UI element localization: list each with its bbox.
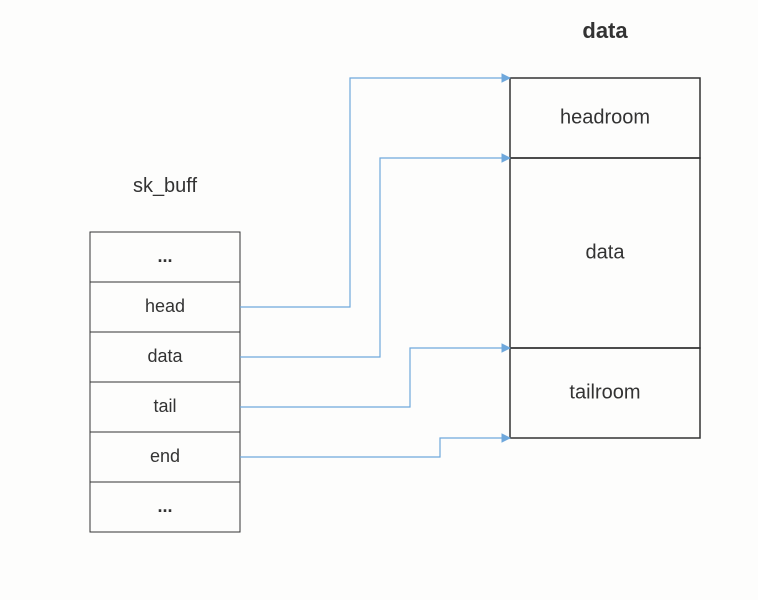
sk-buff-row-label: head <box>145 296 185 316</box>
sk-buff-title: sk_buff <box>133 175 198 197</box>
pointer-edge <box>240 78 510 307</box>
sk-buff-row-label: ... <box>157 496 172 516</box>
sk-buff-struct: sk_buff... head data tail end... <box>90 175 240 532</box>
pointer-edges <box>240 78 510 457</box>
sk-buff-row-label: ... <box>157 246 172 266</box>
data-section-label: data <box>586 241 626 263</box>
sk-buff-row-label: data <box>147 346 183 366</box>
sk-buff-row-label: tail <box>153 396 176 416</box>
sk-buff-row-label: end <box>150 446 180 466</box>
data-buffer-title: data <box>582 18 628 43</box>
pointer-edge <box>240 438 510 457</box>
data-buffer: data headroom data tailroom <box>510 18 700 438</box>
data-section-label: headroom <box>560 106 650 128</box>
data-section-label: tailroom <box>569 381 640 403</box>
diagram-canvas: data headroom data tailroom sk_buff... head da… <box>0 0 758 600</box>
pointer-edge <box>240 158 510 357</box>
